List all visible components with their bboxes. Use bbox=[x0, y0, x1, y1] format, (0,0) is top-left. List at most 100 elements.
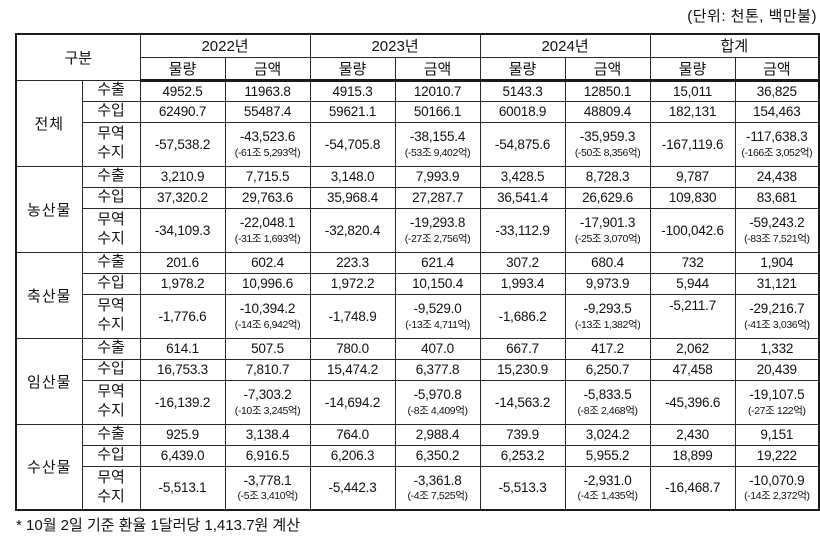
row-label: 수출 bbox=[81, 79, 141, 102]
table-cell: 31,121 bbox=[734, 272, 820, 295]
row-label: 수출 bbox=[81, 423, 141, 446]
table-cell: 7,993.9 bbox=[394, 165, 481, 188]
subheader-amount: 금액 bbox=[394, 56, 481, 82]
table-cell: -33,112.9 bbox=[479, 207, 566, 253]
table-cell: 48809.4 bbox=[564, 100, 651, 123]
table-cell: -54,705.8 bbox=[309, 121, 396, 167]
unit-label: (단위: 천톤, 백만불) bbox=[687, 8, 817, 25]
table-cell: 223.3 bbox=[309, 251, 396, 274]
row-label: 수출 bbox=[81, 337, 141, 360]
table-cell: -117,638.3 (-166조 3,052억) bbox=[734, 121, 820, 167]
row-label: 무역 수지 bbox=[81, 121, 141, 167]
row-label: 수출 bbox=[81, 251, 141, 274]
table-row: 수입 6,439.0 6,916.5 6,206.3 6,350.2 6,253.2 5,9… bbox=[16, 444, 820, 467]
table-cell: -10,394.2 (-14조 6,942억) bbox=[224, 293, 311, 339]
year-header-2024: 2024년 bbox=[479, 33, 651, 58]
corner-header: 구분 bbox=[15, 33, 141, 81]
table-cell: -16,468.7 bbox=[649, 465, 736, 511]
table-cell: 11963.8 bbox=[224, 79, 311, 102]
table-row: 전체 수출 4952.5 11963.8 4915.3 12010.7 5143.3 1285… bbox=[15, 79, 820, 167]
table-cell: -9,293.5 (-13조 1,382억) bbox=[564, 293, 651, 339]
group-label: 임산물 bbox=[15, 337, 83, 425]
table-cell: 780.0 bbox=[309, 337, 396, 360]
table-cell: 8,728.3 bbox=[564, 165, 651, 188]
row-label: 수입 bbox=[81, 100, 141, 123]
row-label: 무역 수지 bbox=[81, 465, 141, 511]
table-cell: 5143.3 bbox=[479, 79, 566, 102]
table-cell: 16,753.3 bbox=[139, 358, 226, 381]
group-label: 전체 bbox=[15, 79, 83, 167]
table-cell: 417.2 bbox=[564, 337, 651, 360]
table-cell: 3,428.5 bbox=[479, 165, 566, 188]
table-cell: 5,955.2 bbox=[564, 444, 651, 467]
table-cell: 36,825 bbox=[734, 79, 820, 102]
table-cell: 9,151 bbox=[734, 423, 820, 446]
table-cell: 739.9 bbox=[479, 423, 566, 446]
table-cell: 2,988.4 bbox=[394, 423, 481, 446]
table-cell: 35,968.4 bbox=[309, 186, 396, 209]
subheader-amount: 금액 bbox=[564, 56, 651, 82]
table-cell: -34,109.3 bbox=[139, 207, 226, 253]
row-label: 무역 수지 bbox=[81, 293, 141, 339]
year-header-total: 합계 bbox=[649, 33, 820, 58]
row-label: 수입 bbox=[81, 358, 141, 381]
table-cell: 24,438 bbox=[734, 165, 820, 188]
table-row: 수입 16,753.3 7,810.7 15,474.2 6,377.8 15,230.9… bbox=[16, 358, 820, 381]
table-cell: 6,377.8 bbox=[394, 358, 481, 381]
table-cell: -35,959.3 (-50조 8,356억) bbox=[564, 121, 651, 167]
year-header-2022: 2022년 bbox=[139, 33, 311, 58]
subheader-amount: 금액 bbox=[734, 56, 820, 82]
table-row: 무역 수지 -5,513.1 -3,778.1 (-5조 3,410억) -5,442.3… bbox=[16, 465, 820, 511]
table-cell: -5,513.3 bbox=[479, 465, 566, 511]
table-cell: 9,787 bbox=[649, 165, 736, 188]
table-cell: 15,474.2 bbox=[309, 358, 396, 381]
group-label: 농산물 bbox=[15, 165, 83, 253]
table-cell: -38,155.4 (-53조 9,402억) bbox=[394, 121, 481, 167]
year-header-2023: 2023년 bbox=[309, 33, 481, 58]
table-cell: -5,442.3 bbox=[309, 465, 396, 511]
table-cell: 9,973.9 bbox=[564, 272, 651, 295]
table-cell: -14,694.2 bbox=[309, 379, 396, 425]
table-cell: -5,211.7 bbox=[649, 293, 736, 339]
table-cell: 47,458 bbox=[649, 358, 736, 381]
table-cell: 6,916.5 bbox=[224, 444, 311, 467]
table-cell: -1,776.6 bbox=[139, 293, 226, 339]
table-cell: 60018.9 bbox=[479, 100, 566, 123]
table-cell: 6,253.2 bbox=[479, 444, 566, 467]
table-cell: 29,763.6 bbox=[224, 186, 311, 209]
table-cell: -167,119.6 bbox=[649, 121, 736, 167]
table-cell: -7,303.2 (-10조 3,245억) bbox=[224, 379, 311, 425]
table-cell: 10,996.6 bbox=[224, 272, 311, 295]
table-cell: 18,899 bbox=[649, 444, 736, 467]
table-row: 임산물 수출 614.1 507.5 780.0 407.0 667.7 417.2 2,062… bbox=[15, 337, 820, 425]
subheader-volume: 물량 bbox=[309, 56, 396, 82]
table-cell: 55487.4 bbox=[224, 100, 311, 123]
table-cell: 2,062 bbox=[649, 337, 736, 360]
table-cell: -1,686.2 bbox=[479, 293, 566, 339]
subheader-amount: 금액 bbox=[224, 56, 311, 82]
table-cell: 602.4 bbox=[224, 251, 311, 274]
table-cell: 6,250.7 bbox=[564, 358, 651, 381]
table-cell: 614.1 bbox=[139, 337, 226, 360]
table-cell: 37,320.2 bbox=[139, 186, 226, 209]
table-cell: 19,222 bbox=[734, 444, 820, 467]
table-cell: 3,024.2 bbox=[564, 423, 651, 446]
table-cell: 3,210.9 bbox=[139, 165, 226, 188]
table-cell: 1,904 bbox=[734, 251, 820, 274]
table-cell: 12850.1 bbox=[564, 79, 651, 102]
table-body: 전체 수출 4952.5 11963.8 4915.3 12010.7 5143.3 1285… bbox=[15, 79, 820, 511]
footnote: * 10월 2일 기준 환율 1달러당 1,413.7원 계산 bbox=[16, 517, 301, 534]
table-cell: 10,150.4 bbox=[394, 272, 481, 295]
table-cell: -54,875.6 bbox=[479, 121, 566, 167]
table-cell: -5,513.1 bbox=[139, 465, 226, 511]
table-row: 무역 수지 -16,139.2 -7,303.2 (-10조 3,245억) -14,69… bbox=[16, 379, 820, 425]
row-label: 무역 수지 bbox=[81, 379, 141, 425]
table-cell: 12010.7 bbox=[394, 79, 481, 102]
table-cell: 15,230.9 bbox=[479, 358, 566, 381]
header-row-years: 구분 2022년 2023년 2024년 합계 bbox=[15, 33, 820, 81]
table-cell: 4952.5 bbox=[139, 79, 226, 102]
table-row: 수입 37,320.2 29,763.6 35,968.4 27,287.7 36,541… bbox=[16, 186, 820, 209]
table-cell: -14,563.2 bbox=[479, 379, 566, 425]
table-cell: 27,287.7 bbox=[394, 186, 481, 209]
